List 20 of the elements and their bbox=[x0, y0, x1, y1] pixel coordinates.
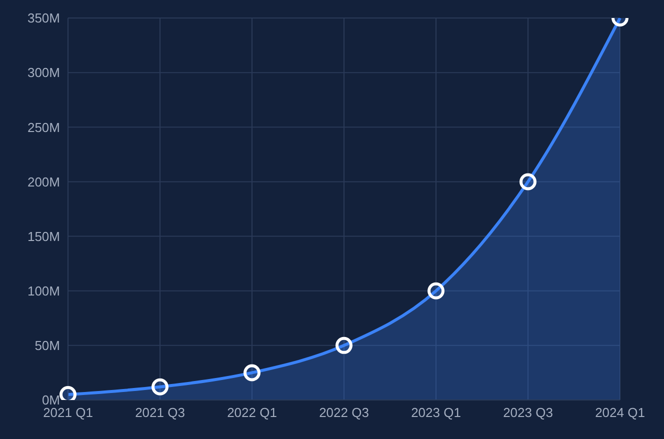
x-tick-label: 2024 Q1 bbox=[595, 405, 645, 420]
x-tick-label: 2022 Q3 bbox=[319, 405, 369, 420]
x-tick-label: 2021 Q3 bbox=[135, 405, 185, 420]
y-tick-label: 350M bbox=[27, 10, 60, 26]
y-tick-label: 300M bbox=[27, 65, 60, 80]
y-tick-label: 200M bbox=[27, 174, 60, 190]
x-tick-label: 2023 Q1 bbox=[411, 405, 461, 420]
point bbox=[336, 336, 352, 354]
point bbox=[244, 364, 260, 382]
point bbox=[60, 386, 76, 400]
y-tick-label: 0M bbox=[42, 392, 60, 408]
x-tick-label: 2022 Q1 bbox=[227, 405, 277, 420]
y-tick-label: 150M bbox=[27, 228, 60, 244]
y-tick-label: 100M bbox=[27, 283, 60, 298]
point bbox=[152, 378, 168, 396]
x-tick-label: 2023 Q3 bbox=[503, 405, 553, 420]
y-tick-label: 250M bbox=[27, 120, 60, 135]
point bbox=[428, 282, 444, 300]
y-tick-label: 50M bbox=[34, 338, 60, 354]
x-tick-label: 2021 Q1 bbox=[43, 405, 93, 420]
